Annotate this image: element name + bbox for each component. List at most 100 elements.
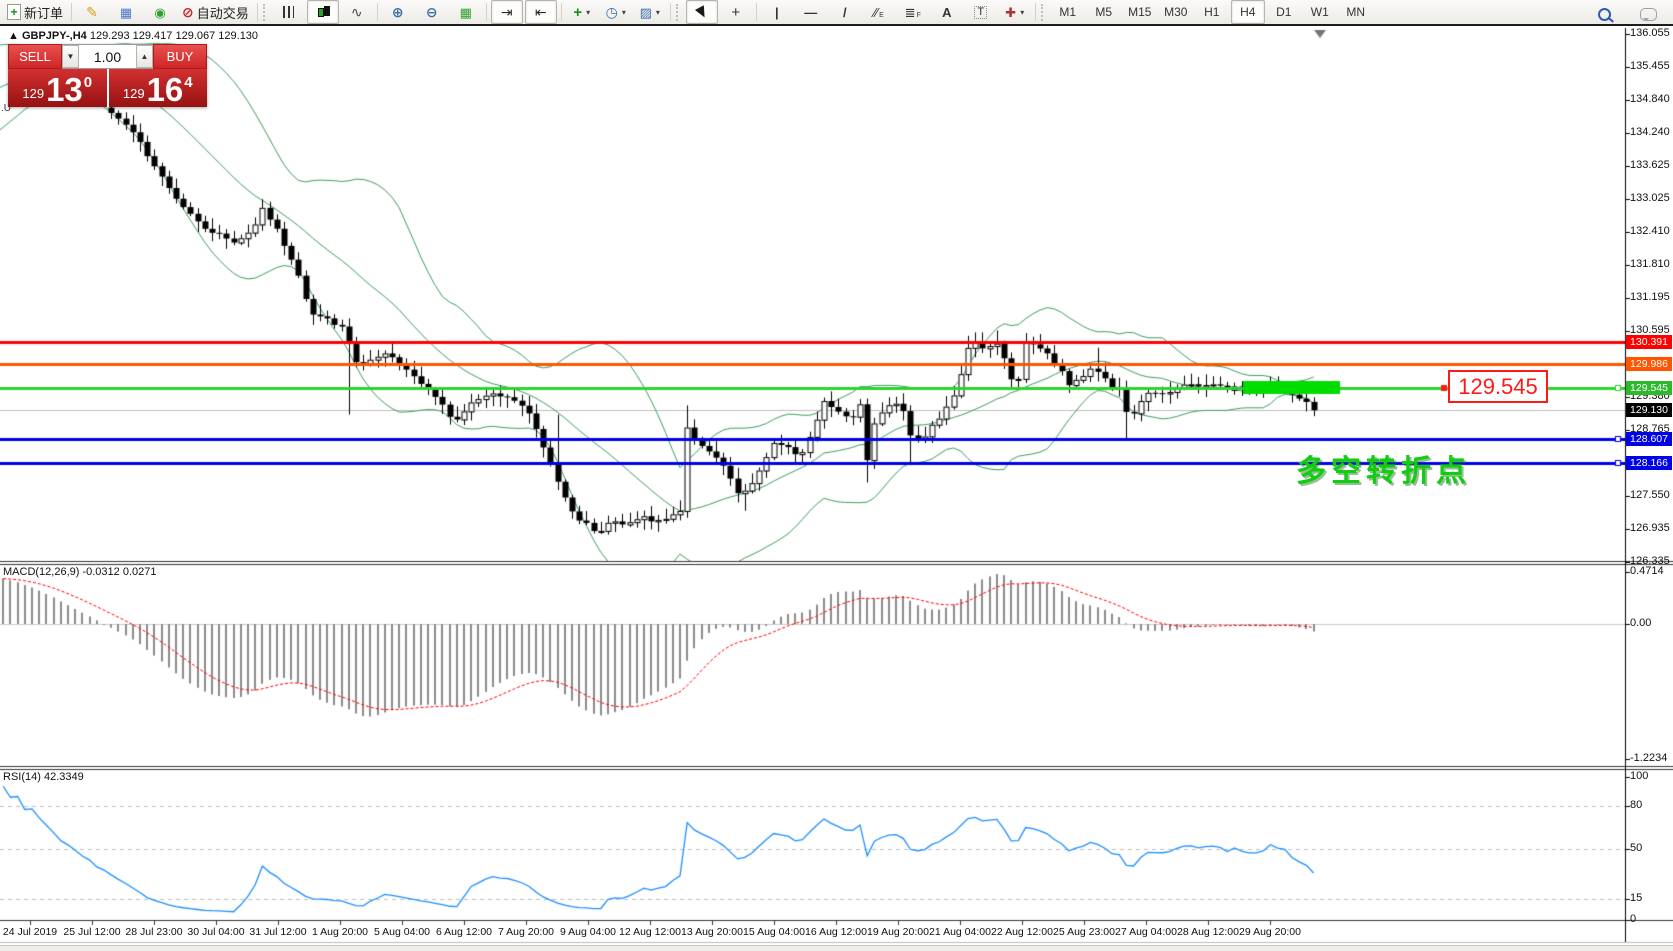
timeframe-w1-button[interactable]: W1 (1310, 5, 1329, 19)
time-axis-label: 12 Aug 12:00 (619, 926, 681, 938)
periods-icon: ◷ (605, 4, 618, 20)
new-order-button[interactable]: + 新订单 (3, 0, 67, 24)
chevron-down-icon[interactable]: ▾ (621, 7, 626, 17)
scroll-to-end-button[interactable]: ⇥ (490, 0, 523, 24)
collapse-marker-icon[interactable]: ▲ (8, 30, 19, 42)
timeframe-m5-button[interactable]: M5 (1095, 5, 1113, 19)
time-axis-label: 27 Aug 04:00 (1115, 926, 1177, 938)
indicators-button[interactable]: + ▾ (566, 0, 598, 24)
arrows-button[interactable]: ✚ ▾ (999, 0, 1031, 24)
line-chart-type-button[interactable]: ∿ (341, 0, 373, 24)
toolbar-grip[interactable] (262, 3, 268, 21)
indicators-icon: + (573, 3, 583, 21)
periods-button[interactable]: ◷ ▾ (600, 0, 632, 24)
volume-decrease-button[interactable]: ▼ (62, 45, 79, 68)
tile-windows-button[interactable]: ▦ (450, 0, 482, 24)
label-button[interactable]: T (965, 0, 997, 24)
turning-point-annotation: 多空转折点 (1296, 455, 1471, 488)
sell-price-display[interactable]: 129 13 0 (8, 69, 107, 107)
crosshair-button[interactable]: + (720, 0, 752, 24)
timeframe-mn-button[interactable]: MN (1346, 5, 1366, 19)
symbol-header: ▲ GBPJPY-,H4 129.293 129.417 129.067 129… (8, 30, 258, 42)
scroll-end-icon: ⇥ (500, 4, 513, 20)
rsi-indicator-label: RSI(14) 42.3349 (3, 771, 84, 783)
cursor-button[interactable] (685, 0, 718, 24)
sell-button[interactable]: SELL (8, 44, 62, 69)
price-axis-tick: 127.550 (1630, 489, 1670, 502)
buy-price-main: 16 (146, 71, 184, 109)
vline-button[interactable]: | (761, 0, 793, 24)
volume-increase-button[interactable]: ▲ (136, 45, 153, 68)
candlestick-type-button[interactable] (306, 0, 339, 24)
price-axis-tick: 133.025 (1630, 191, 1670, 204)
trendline-icon: / (842, 4, 847, 20)
chevron-down-icon[interactable]: ▾ (655, 7, 660, 17)
chevron-down-icon[interactable]: ▾ (1020, 7, 1025, 17)
chart-shift-button[interactable]: ⇤ (524, 0, 557, 24)
rsi-axis-tick: 15 (1630, 891, 1643, 904)
timeframe-d1-button[interactable]: D1 (1276, 5, 1292, 19)
price-level-annotation[interactable]: 129.545 (1448, 370, 1548, 403)
channel-button[interactable]: ∕∕ E (863, 0, 895, 24)
chevron-down-icon[interactable]: ▾ (586, 7, 591, 17)
time-axis-label: 21 Aug 04:00 (929, 926, 991, 938)
time-axis-label: 28 Jul 23:00 (125, 926, 183, 938)
rsi-axis-tick: 50 (1630, 841, 1643, 854)
bars-chart-icon (283, 6, 295, 18)
time-axis-label: 25 Aug 23:00 (1053, 926, 1115, 938)
volume-value[interactable]: 1.00 (93, 48, 122, 65)
zoom-out-button[interactable]: ⊖ (416, 0, 448, 24)
time-axis-label: 24 Jul 2019 (2, 926, 58, 938)
macd-indicator-label: MACD(12,26,9) -0.0312 0.0271 (3, 566, 157, 578)
buy-button[interactable]: BUY (153, 44, 207, 69)
search-icon (1597, 7, 1611, 21)
time-axis-label: 28 Aug 12:00 (1177, 926, 1239, 938)
volume-spinner: ▼ 1.00 ▲ (62, 44, 153, 69)
trendline-button[interactable]: / (829, 0, 861, 24)
chart-profile-button[interactable]: ▦ (110, 0, 142, 24)
chat-button[interactable] (1632, 2, 1664, 26)
toolbar-separator (669, 3, 671, 21)
search-button[interactable] (1588, 2, 1620, 26)
rsi-axis-tick: 100 (1630, 770, 1649, 782)
toolbar-grip[interactable] (675, 3, 681, 21)
hline-button[interactable]: — (795, 0, 827, 24)
channel-icon: ∕∕ E (873, 4, 884, 20)
ohlc-values: 129.293 129.417 129.067 129.130 (89, 30, 259, 42)
timeframe-h1-button[interactable]: H1 (1204, 5, 1220, 19)
templates-icon: ▨ (639, 4, 652, 20)
macd-axis-tick: 0.00 (1630, 617, 1652, 629)
toolbar-grip[interactable] (1040, 3, 1046, 21)
price-axis-tick: 135.455 (1630, 59, 1670, 72)
autotrading-button[interactable]: ⊘ 自动交易 (178, 0, 253, 24)
timeframe-m30-button[interactable]: M30 (1164, 5, 1188, 19)
time-axis-label: 15 Aug 04:00 (743, 926, 805, 938)
vline-icon: | (774, 4, 779, 20)
sell-price-main: 13 (46, 71, 83, 109)
templates-button[interactable]: ▨ ▾ (634, 0, 666, 24)
fibonacci-button[interactable]: ≣ F (897, 0, 929, 24)
new-order-button-label: 新订单 (24, 5, 64, 21)
price-badge: 130.391 (1626, 334, 1672, 349)
timeframe-m1-button[interactable]: M1 (1059, 5, 1077, 19)
rsi-axis-tick: 0 (1630, 913, 1637, 925)
time-axis-label: 29 Aug 20:00 (1239, 926, 1301, 938)
signals-button[interactable]: ◉ (144, 0, 176, 24)
highlighter-icon: ✎ (86, 4, 98, 20)
new-order-icon: + (7, 4, 21, 20)
text-button[interactable]: A (931, 0, 963, 24)
bar-chart-type-button[interactable] (273, 0, 305, 24)
line-chart-icon: ∿ (350, 4, 363, 20)
zoom-out-icon: ⊖ (425, 4, 438, 20)
buy-price-display[interactable]: 129 16 4 (109, 69, 208, 107)
highlighter-button[interactable]: ✎ (76, 0, 108, 24)
timeframe-m15-button[interactable]: M15 (1128, 5, 1152, 19)
timeframe-h4-button[interactable]: H4 (1230, 0, 1265, 24)
autotrading-icon: ⊘ (182, 4, 194, 20)
cursor-icon (694, 4, 709, 20)
zoom-in-button[interactable]: ⊕ (382, 0, 414, 24)
price-axis-tick: 130.595 (1630, 323, 1670, 336)
zoom-in-icon: ⊕ (391, 4, 404, 20)
price-badge: 129.130 (1626, 403, 1672, 418)
